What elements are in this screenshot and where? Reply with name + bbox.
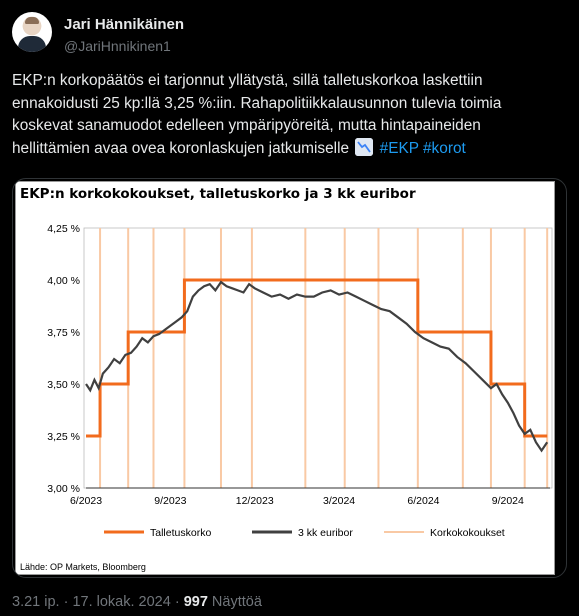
tweet-header: Jari Hännikäinen @JariHnnikinen1: [12, 10, 567, 58]
x-tick-label: 6/2024: [407, 495, 439, 507]
x-tick-label: 3/2024: [323, 495, 355, 507]
tweet-meta: 3.21 ip. · 17. lokak. 2024 · 997 Näyttöä: [12, 594, 262, 610]
media-card[interactable]: EKP:n korkokokoukset, talletuskorko ja 3…: [12, 178, 567, 578]
legend-talletuskorko-label: Talletuskorko: [150, 527, 211, 539]
y-tick-label: 3,00 %: [47, 483, 80, 495]
y-tick-label: 4,25 %: [47, 223, 80, 235]
y-tick-label: 3,50 %: [47, 379, 80, 391]
views-count: 997: [183, 594, 208, 610]
author-display-name[interactable]: Jari Hännikäinen: [64, 16, 185, 33]
series-line-talletuskorko: [86, 278, 548, 438]
avatar[interactable]: [12, 12, 52, 52]
x-tick-label: 9/2023: [154, 495, 186, 507]
y-tick-label: 3,25 %: [47, 431, 80, 443]
chart-source: Lähde: OP Markets, Bloomberg: [20, 562, 146, 572]
tweet-text: EKP:n korkopäätös ei tarjonnut yllätystä…: [12, 70, 564, 160]
chart-image: EKP:n korkokokoukset, talletuskorko ja 3…: [15, 181, 555, 575]
y-tick-label: 3,75 %: [47, 327, 80, 339]
tweet-line-text: hellittämien avaa ovea koronlaskujen jat…: [12, 139, 350, 157]
hashtag-ekp[interactable]: #EKP: [379, 139, 419, 157]
tweet-line: ennakoidusti 25 kp:llä 3,25 %:iin. Rahap…: [12, 94, 502, 112]
tweet-line: koskevat sanamuodot edelleen ympäripyöre…: [12, 117, 481, 134]
chart-decreasing-icon: [355, 137, 374, 156]
series-line-euribor: [85, 280, 549, 453]
chart: 4,25 % 4,00 % 3,75 % 3,50 % 3,25 % 3,00 % 6/2…: [47, 223, 553, 539]
timestamp[interactable]: 3.21 ip. · 17. lokak. 2024 ·: [12, 594, 184, 610]
views-label: Näyttöä: [207, 594, 262, 610]
tweet-line-last: hellittämien avaa ovea koronlaskujen jat…: [12, 137, 564, 161]
author-handle[interactable]: @JariHnnikinen1: [64, 38, 171, 54]
x-tick-label: 9/2024: [492, 495, 524, 507]
x-tick-label: 6/2023: [70, 495, 102, 507]
hashtag-korot[interactable]: #korot: [423, 139, 466, 157]
x-tick-label: 12/2023: [236, 495, 274, 507]
tweet-line: EKP:n korkopäätös ei tarjonnut yllätystä…: [12, 72, 483, 89]
legend-euribor-label: 3 kk euribor: [298, 527, 353, 539]
chart-title: EKP:n korkokokoukset, talletuskorko ja 3…: [20, 186, 416, 202]
y-tick-label: 4,00 %: [47, 275, 80, 287]
legend-korkokokoukset-label: Korkokokoukset: [430, 527, 505, 539]
